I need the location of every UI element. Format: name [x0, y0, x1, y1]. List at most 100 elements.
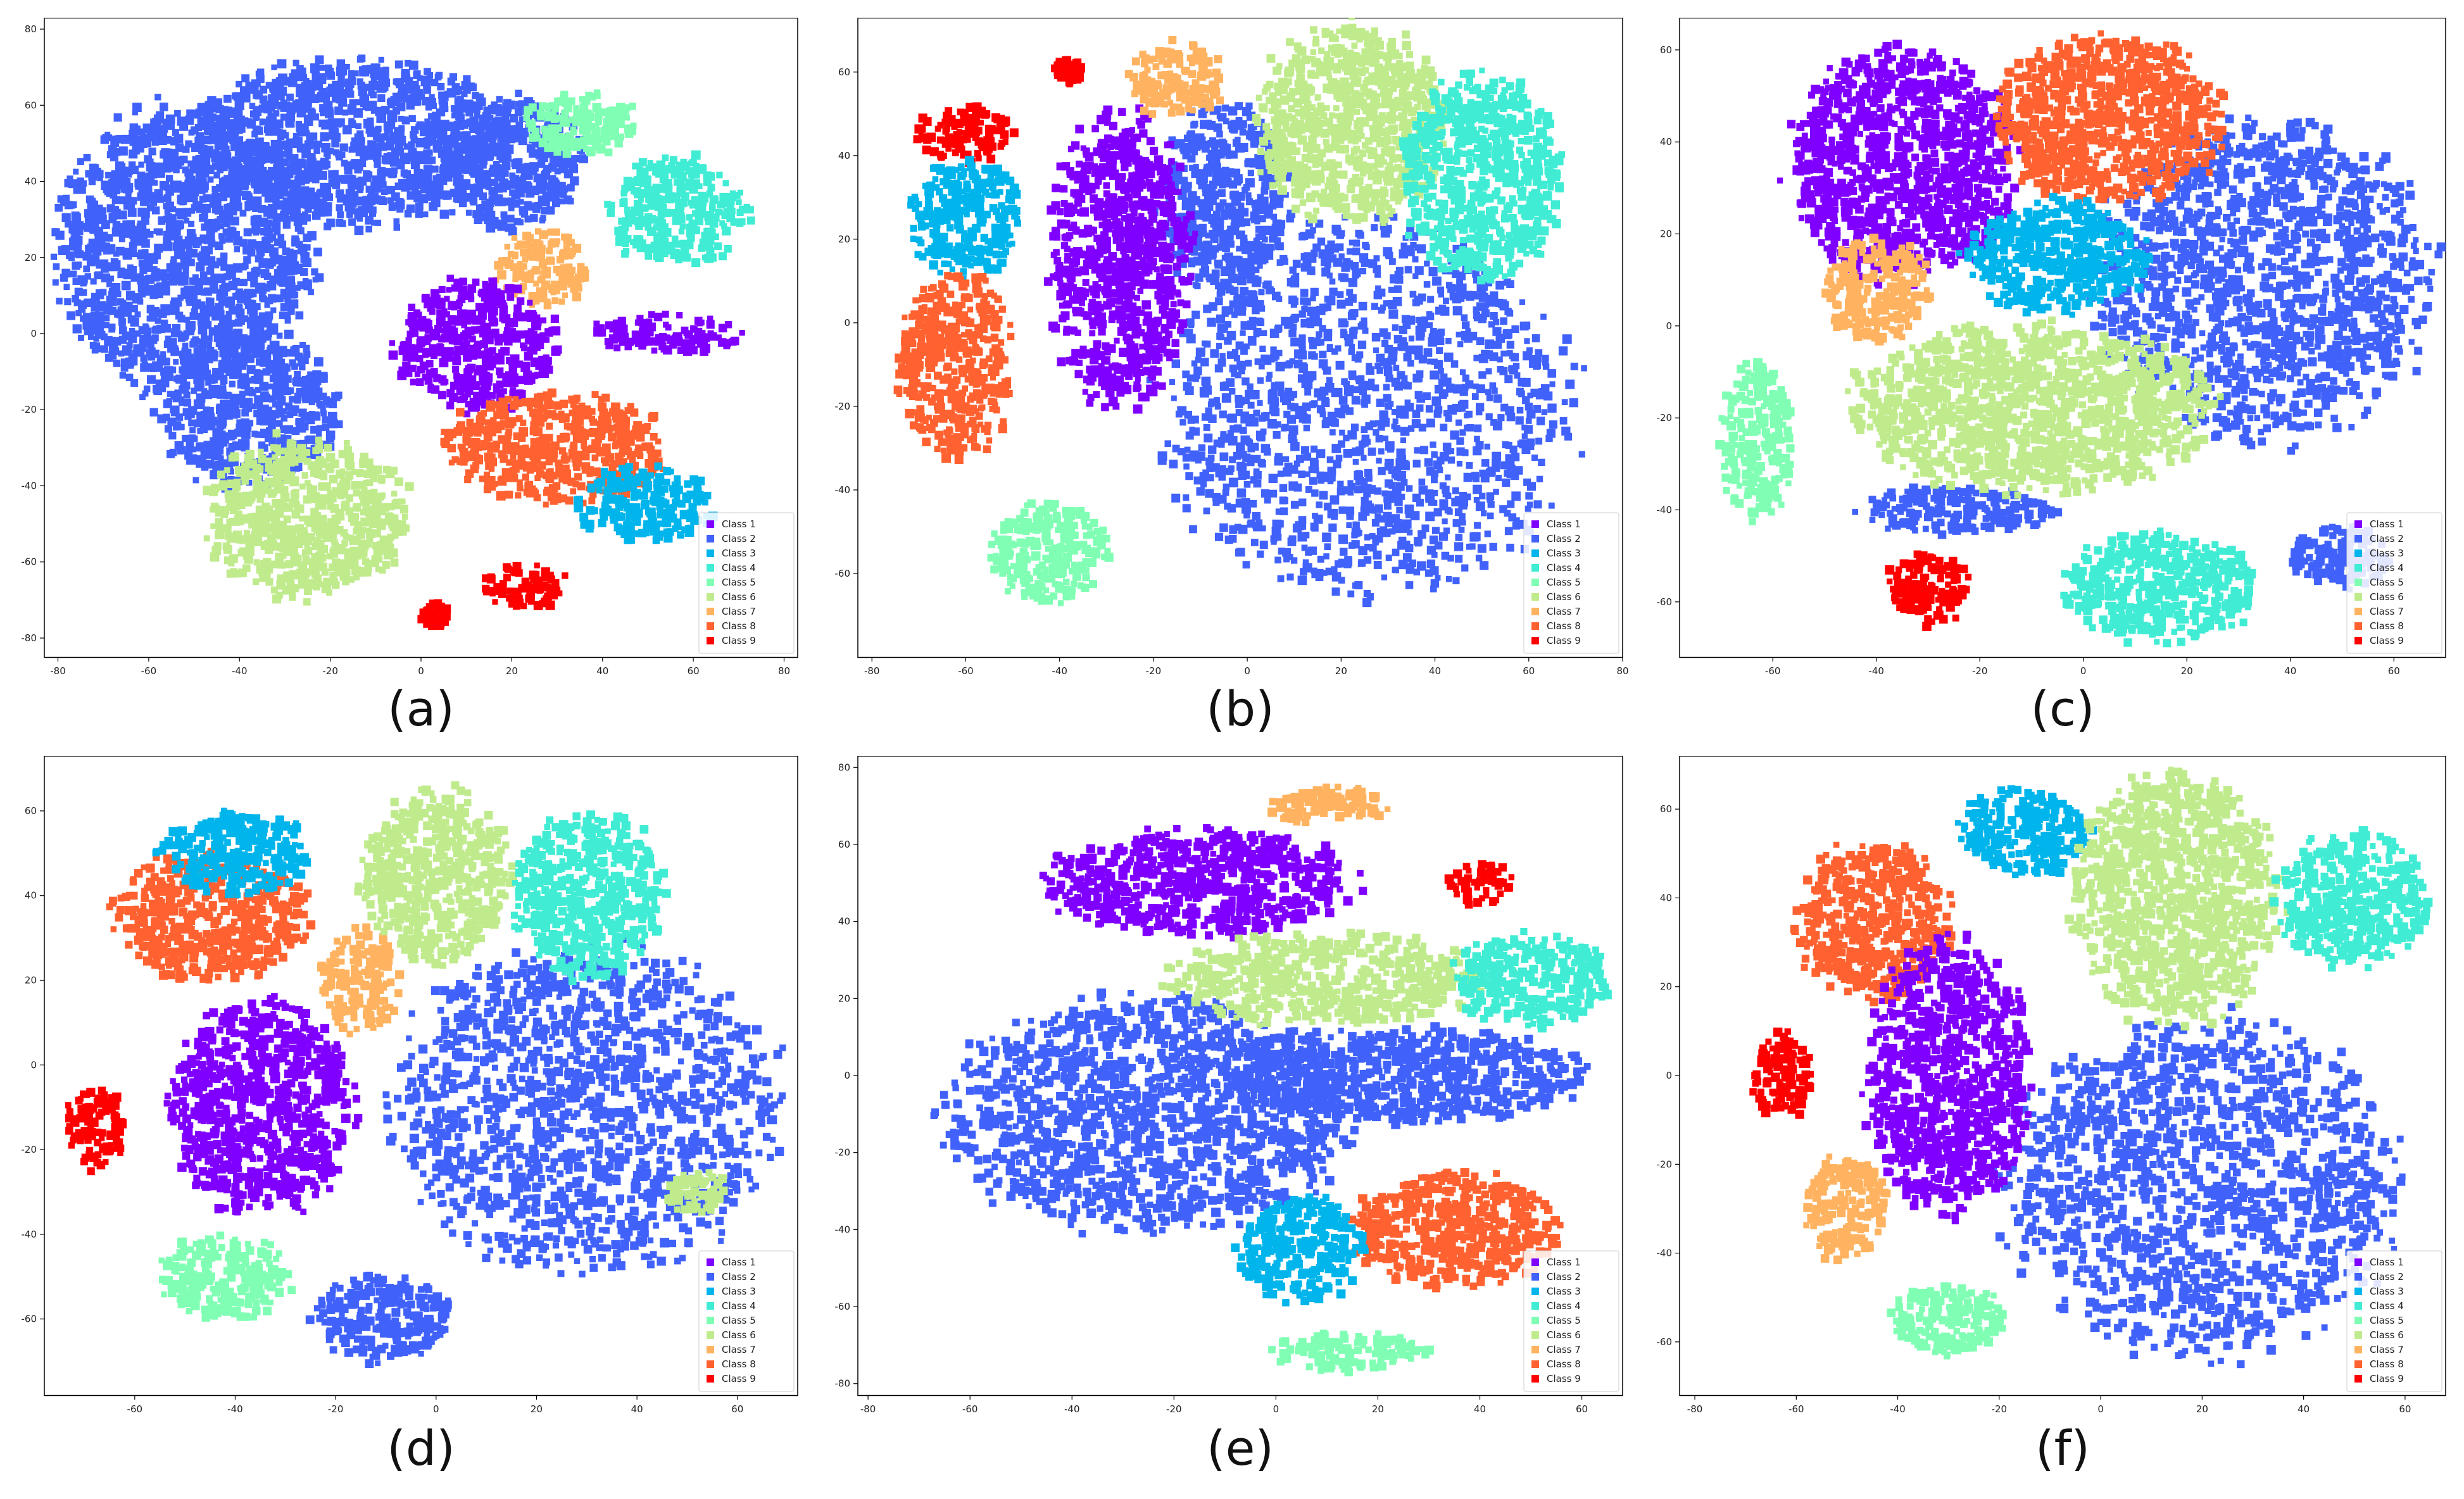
scatter-point [521, 344, 528, 351]
scatter-point [588, 497, 596, 505]
scatter-point [475, 351, 483, 359]
scatter-point [733, 219, 739, 225]
scatter-point [534, 246, 541, 253]
scatter-point [349, 122, 356, 129]
scatter-point [205, 341, 212, 348]
scatter-point [312, 211, 321, 220]
scatter-point [453, 372, 460, 380]
scatter-point [487, 115, 494, 121]
scatter-point [188, 419, 195, 427]
scatter-point [476, 325, 484, 333]
scatter-point [615, 237, 624, 246]
scatter-point [360, 150, 367, 157]
scatter-point [239, 210, 247, 217]
scatter-point [641, 341, 648, 347]
scatter-point [647, 330, 654, 337]
scatter-point [502, 170, 509, 177]
scatter-point [105, 172, 112, 179]
scatter-point [402, 354, 409, 361]
scatter-point [90, 220, 99, 230]
scatter-point [281, 408, 287, 415]
scatter-point [410, 136, 418, 144]
scatter-point [654, 204, 660, 211]
scatter-point [167, 304, 177, 314]
scatter-point [303, 379, 310, 385]
scatter-point [110, 153, 118, 161]
scatter-point [388, 350, 398, 360]
scatter-point [282, 204, 291, 213]
scatter-point [260, 429, 267, 436]
scatter-point [498, 349, 505, 355]
scatter-point [644, 252, 652, 260]
scatter-point [556, 133, 564, 141]
scatter-point [537, 333, 547, 343]
scatter-point [313, 208, 320, 214]
scatter-point [711, 196, 719, 204]
scatter-point [520, 175, 527, 182]
scatter-point [602, 137, 611, 146]
scatter-point [360, 145, 368, 153]
scatter-point [359, 160, 367, 168]
scatter-point [598, 396, 605, 403]
scatter-point [217, 410, 227, 420]
scatter-point [319, 104, 327, 112]
scatter-point [531, 169, 537, 175]
scatter-point [100, 135, 109, 144]
scatter-point [505, 284, 514, 294]
scatter-point [498, 398, 508, 407]
scatter-point [210, 198, 218, 207]
scatter-point [154, 317, 161, 324]
scatter-point [552, 180, 560, 189]
scatter-point [163, 135, 172, 144]
scatter-point [425, 300, 432, 307]
scatter-point [435, 122, 443, 130]
scatter-point [413, 309, 420, 317]
scatter-point [686, 182, 695, 191]
scatter-point [613, 333, 622, 342]
scatter-point [496, 380, 504, 389]
scatter-point [448, 301, 457, 310]
scatter-point [314, 357, 324, 367]
scatter-point [243, 228, 252, 237]
scatter-point [509, 189, 516, 196]
scatter-point [589, 427, 598, 437]
scatter-point [277, 355, 283, 361]
scatter-point [709, 202, 716, 209]
y-tick-label: 60 [25, 99, 37, 111]
scatter-point [455, 150, 462, 158]
scatter-point [179, 122, 189, 131]
scatter-point [545, 434, 553, 442]
scatter-point [72, 213, 81, 222]
scatter-point [208, 417, 218, 426]
scatter-point [207, 96, 217, 106]
scatter-point [170, 264, 177, 272]
scatter-point [438, 91, 446, 99]
scatter-point [546, 256, 555, 265]
scatter-point [190, 446, 196, 453]
scatter-point [143, 327, 152, 336]
scatter-point [442, 328, 451, 336]
scatter-point [427, 386, 435, 393]
scatter-point [555, 463, 563, 472]
scatter-point [404, 143, 411, 150]
scatter-point [560, 269, 567, 276]
scatter-point [267, 204, 275, 211]
scatter-point [257, 345, 264, 352]
scatter-point [494, 219, 504, 229]
scatter-point [636, 244, 645, 253]
scatter-point [223, 220, 230, 227]
scatter-point [472, 92, 479, 99]
scatter-point [141, 364, 149, 371]
scatter-point [452, 365, 460, 373]
scatter-point [251, 178, 260, 185]
scatter-point [614, 227, 623, 235]
scatter-point [539, 102, 547, 110]
scatter-point [509, 328, 516, 335]
scatter-point [577, 263, 585, 271]
scatter-point [197, 380, 205, 388]
scatter-point [57, 195, 65, 203]
scatter-point [192, 274, 199, 281]
scatter-point [550, 156, 557, 163]
scatter-point [536, 287, 545, 296]
scatter-point [673, 241, 679, 248]
